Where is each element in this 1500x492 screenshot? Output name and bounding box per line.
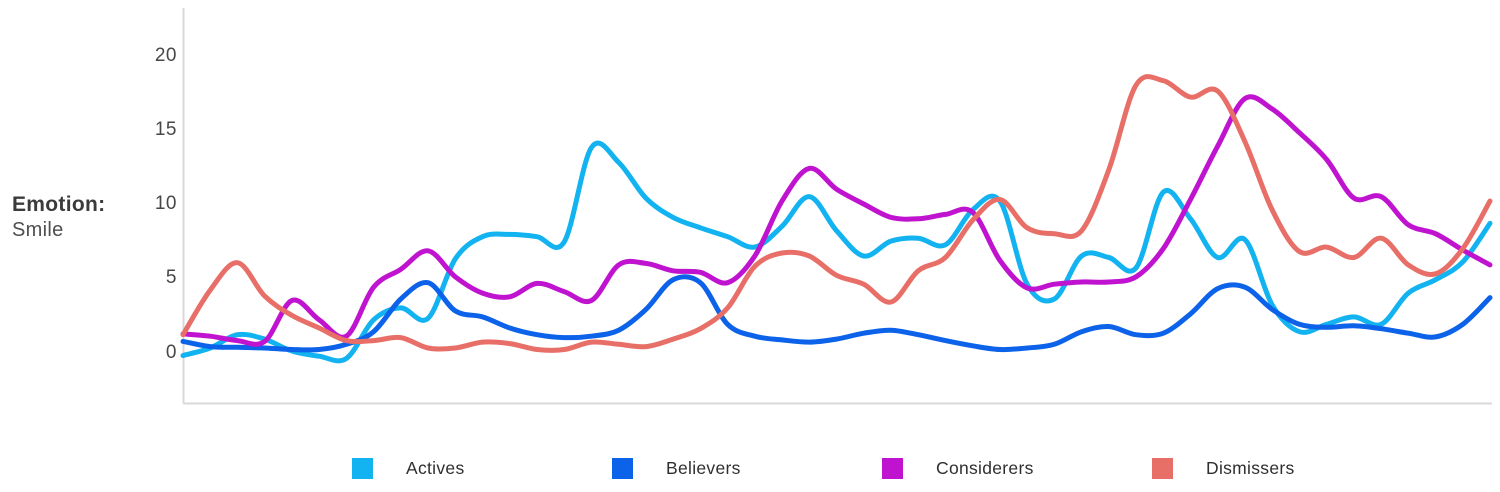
legend-label: Considerers [936, 457, 1034, 478]
series-line-believers [180, 274, 1493, 353]
series-line-actives [180, 140, 1493, 364]
legend-swatch-dismissers [1152, 457, 1173, 479]
y-tick-label-10: 10 [154, 193, 177, 214]
y-tick-label-20: 20 [154, 44, 177, 66]
legend-item-dismissers[interactable]: Dismissers [1152, 454, 1295, 482]
series-line-dismissers [180, 74, 1493, 353]
legend-label: Actives [406, 457, 465, 478]
y-tick-label-0: 0 [165, 341, 177, 363]
series-line-considerers [180, 94, 1493, 347]
metric-label-name: Emotion: [12, 193, 106, 216]
metric-label: Emotion: Smile [12, 192, 152, 243]
metric-label-value: Smile [12, 219, 64, 242]
legend-item-actives[interactable]: Actives [352, 454, 465, 482]
legend-label: Believers [666, 457, 741, 478]
y-tick-label-5: 5 [165, 267, 177, 289]
legend-swatch-believers [612, 457, 633, 479]
legend-item-considerers[interactable]: Considerers [882, 454, 1034, 482]
legend-item-believers[interactable]: Believers [612, 454, 741, 482]
y-tick-label-15: 15 [154, 118, 177, 140]
chart-legend: Actives Believers Considerers Dismissers [0, 454, 1500, 486]
legend-label: Dismissers [1206, 457, 1295, 478]
legend-swatch-actives [352, 457, 373, 479]
legend-swatch-considerers [882, 457, 903, 479]
